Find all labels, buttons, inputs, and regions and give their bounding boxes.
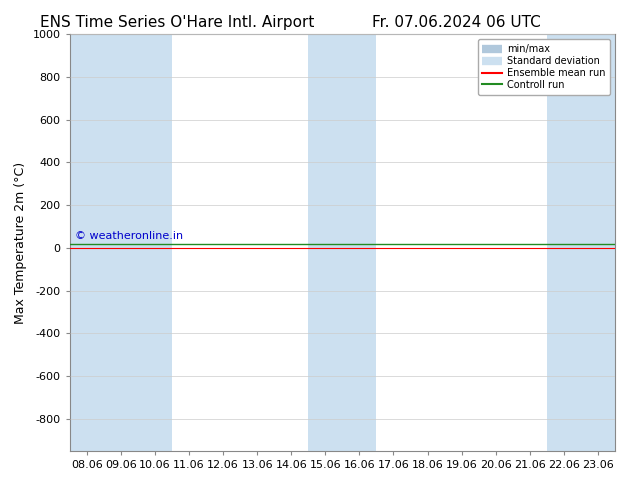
- Text: © weatheronline.in: © weatheronline.in: [75, 231, 183, 241]
- Text: ENS Time Series O'Hare Intl. Airport: ENS Time Series O'Hare Intl. Airport: [41, 15, 314, 30]
- Text: Fr. 07.06.2024 06 UTC: Fr. 07.06.2024 06 UTC: [372, 15, 541, 30]
- Bar: [547, 34, 615, 451]
- Bar: [70, 34, 104, 451]
- Legend: min/max, Standard deviation, Ensemble mean run, Controll run: min/max, Standard deviation, Ensemble me…: [477, 39, 610, 95]
- Bar: [104, 34, 172, 451]
- Bar: [308, 34, 377, 451]
- Y-axis label: Max Temperature 2m (°C): Max Temperature 2m (°C): [14, 162, 27, 323]
